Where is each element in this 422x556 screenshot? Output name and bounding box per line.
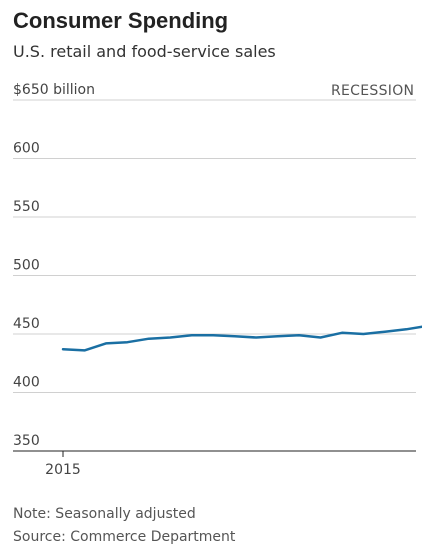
- chart-title: Consumer Spending: [13, 8, 229, 33]
- y-tick-label-400: 400: [13, 375, 40, 391]
- chart-source: Source: Commerce Department: [13, 529, 236, 545]
- series-line-0: [61, 325, 422, 352]
- chart-note: Note: Seasonally adjusted: [13, 506, 196, 522]
- y-tick-label-650: $650 billion: [13, 82, 95, 98]
- y-tick-label-500: 500: [13, 258, 40, 274]
- x-tick-label-2015: 2015: [45, 462, 81, 478]
- y-tick-label-600: 600: [13, 141, 40, 157]
- recession-label: RECESSION: [331, 83, 414, 99]
- y-tick-label-450: 450: [13, 316, 40, 332]
- y-tick-label-550: 550: [13, 199, 40, 215]
- chart-subtitle: U.S. retail and food-service sales: [13, 42, 276, 61]
- y-tick-label-350: 350: [13, 433, 40, 449]
